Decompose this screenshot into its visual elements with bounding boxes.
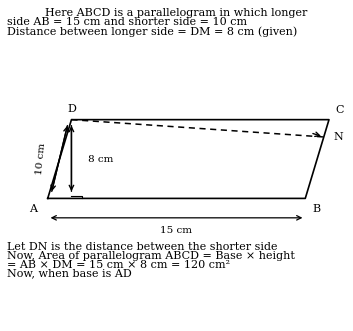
Text: C: C bbox=[336, 105, 344, 115]
Text: 10 cm: 10 cm bbox=[35, 143, 47, 175]
Text: A: A bbox=[30, 204, 37, 214]
Text: = AB × DM = 15 cm × 8 cm = 120 cm²: = AB × DM = 15 cm × 8 cm = 120 cm² bbox=[7, 260, 230, 269]
Text: Now, Area of parallelogram ABCD = Base × height: Now, Area of parallelogram ABCD = Base ×… bbox=[7, 251, 295, 260]
Text: 15 cm: 15 cm bbox=[161, 226, 192, 235]
Text: B: B bbox=[312, 204, 320, 214]
Text: N: N bbox=[334, 132, 344, 142]
Text: Now, when base is AD: Now, when base is AD bbox=[7, 268, 132, 278]
Text: Distance between longer side = DM = 8 cm (given): Distance between longer side = DM = 8 cm… bbox=[7, 26, 297, 37]
Text: 8 cm: 8 cm bbox=[88, 155, 114, 164]
Text: D: D bbox=[67, 104, 76, 114]
Text: side AB = 15 cm and shorter side = 10 cm: side AB = 15 cm and shorter side = 10 cm bbox=[7, 17, 247, 27]
Text: Let DN is the distance between the shorter side: Let DN is the distance between the short… bbox=[7, 242, 277, 252]
Text: Here ABCD is a parallelogram in which longer: Here ABCD is a parallelogram in which lo… bbox=[45, 8, 308, 18]
